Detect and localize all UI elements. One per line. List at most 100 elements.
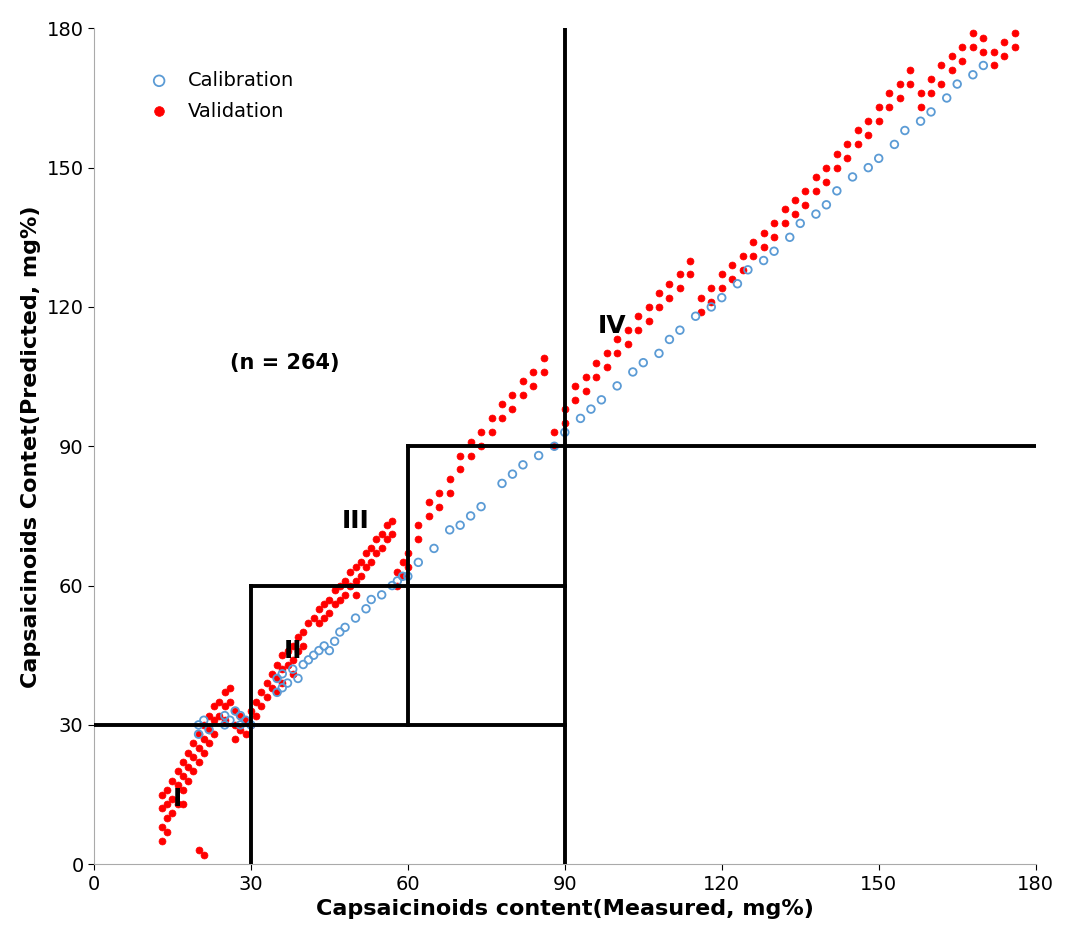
Validation xyxy=(289,643,306,658)
Validation xyxy=(608,346,626,361)
Validation xyxy=(274,648,291,663)
Validation xyxy=(378,532,396,547)
Validation xyxy=(619,322,636,337)
Validation xyxy=(483,425,500,440)
Validation xyxy=(734,262,751,277)
Validation xyxy=(174,768,191,783)
Validation xyxy=(546,425,563,440)
Validation xyxy=(205,727,223,742)
Calibration xyxy=(284,662,301,677)
Validation xyxy=(1006,39,1023,55)
Validation xyxy=(514,387,531,402)
Validation xyxy=(263,681,281,696)
Validation xyxy=(441,485,458,500)
Validation xyxy=(870,114,887,129)
Validation xyxy=(216,698,233,713)
Calibration xyxy=(326,634,343,649)
Validation xyxy=(316,611,333,626)
Calibration xyxy=(384,578,401,593)
Calibration xyxy=(320,643,338,658)
Validation xyxy=(169,777,186,792)
Validation xyxy=(362,540,379,556)
Calibration xyxy=(514,458,531,473)
Validation xyxy=(954,54,971,69)
Validation xyxy=(242,717,259,732)
Calibration xyxy=(625,365,642,380)
Validation xyxy=(556,401,573,416)
Calibration xyxy=(828,183,845,198)
Validation xyxy=(723,272,741,287)
Calibration xyxy=(373,588,390,603)
Validation xyxy=(295,624,312,639)
Calibration xyxy=(661,332,678,347)
Y-axis label: Capsaicinoids Contet(Predicted, mg%): Capsaicinoids Contet(Predicted, mg%) xyxy=(20,205,41,687)
Validation xyxy=(787,207,804,222)
Calibration xyxy=(426,540,443,556)
Validation xyxy=(410,532,427,547)
Validation xyxy=(159,824,176,839)
Validation xyxy=(368,532,385,547)
Validation xyxy=(483,411,500,426)
Calibration xyxy=(703,300,720,315)
Calibration xyxy=(860,160,877,175)
Calibration xyxy=(238,713,255,728)
Validation xyxy=(159,782,176,797)
Validation xyxy=(159,796,176,811)
Text: III: III xyxy=(342,509,370,533)
Validation xyxy=(284,666,301,681)
Validation xyxy=(985,58,1002,73)
Validation xyxy=(357,545,374,560)
Validation xyxy=(964,25,981,40)
Validation xyxy=(278,643,296,658)
Calibration xyxy=(975,58,992,73)
Validation xyxy=(944,63,961,78)
Validation xyxy=(232,722,249,737)
Validation xyxy=(300,615,317,630)
Calibration xyxy=(897,123,914,138)
Validation xyxy=(535,351,553,366)
Calibration xyxy=(870,150,887,165)
Validation xyxy=(640,300,657,315)
Validation xyxy=(196,717,213,732)
Validation xyxy=(154,834,171,849)
Calibration xyxy=(938,90,956,105)
Validation xyxy=(661,290,678,306)
Validation xyxy=(200,708,217,723)
Validation xyxy=(902,76,919,91)
Validation xyxy=(163,773,181,788)
Calibration xyxy=(782,229,799,244)
Validation xyxy=(912,86,929,101)
Validation xyxy=(180,745,197,760)
Validation xyxy=(964,39,981,55)
Calibration xyxy=(227,703,244,718)
Validation xyxy=(169,764,186,779)
Validation xyxy=(331,578,348,593)
Validation xyxy=(331,592,348,607)
Validation xyxy=(995,49,1013,64)
Calibration xyxy=(912,114,929,129)
Validation xyxy=(1006,25,1023,40)
Validation xyxy=(431,499,448,514)
Validation xyxy=(221,694,239,709)
Validation xyxy=(205,698,223,713)
Validation xyxy=(320,606,338,621)
Validation xyxy=(373,527,390,542)
Validation xyxy=(954,39,971,55)
Validation xyxy=(326,597,343,612)
Validation xyxy=(723,258,741,273)
Validation xyxy=(692,304,710,319)
Calibration xyxy=(791,216,808,231)
Validation xyxy=(567,392,584,407)
Calibration xyxy=(556,425,573,440)
Validation xyxy=(163,791,181,807)
Validation xyxy=(384,527,401,542)
Validation xyxy=(253,685,270,700)
Validation xyxy=(180,760,197,775)
Validation xyxy=(682,267,699,282)
Validation xyxy=(216,685,233,700)
Validation xyxy=(216,713,233,728)
Validation xyxy=(190,755,207,770)
Validation xyxy=(755,226,772,241)
Calibration xyxy=(592,392,610,407)
Calibration xyxy=(336,619,354,634)
